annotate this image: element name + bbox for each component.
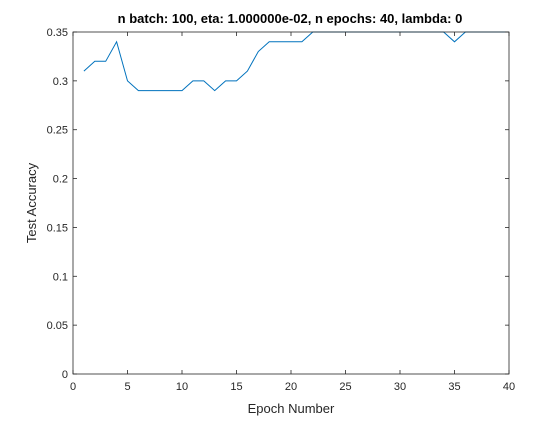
y-tick-label: 0.2 xyxy=(53,174,68,186)
y-tick-label: 0.1 xyxy=(53,271,68,283)
x-tick-label: 25 xyxy=(339,381,351,393)
x-tick-label: 30 xyxy=(394,381,406,393)
x-tick-label: 5 xyxy=(124,381,130,393)
x-tick-label: 40 xyxy=(503,381,515,393)
y-tick-label: 0.25 xyxy=(47,125,68,137)
x-tick-label: 15 xyxy=(230,381,242,393)
x-tick-label: 10 xyxy=(176,381,188,393)
y-tick-label: 0 xyxy=(62,369,68,381)
y-axis-ticks: 0 0.05 0.1 0.15 0.2 0.25 0.3 0.35 xyxy=(47,27,509,381)
x-axis-ticks: 0 5 10 15 20 25 30 35 40 xyxy=(70,32,515,393)
y-tick-label: 0.3 xyxy=(53,76,68,88)
y-axis-label: Test Accuracy xyxy=(24,162,39,243)
y-tick-label: 0.15 xyxy=(47,222,68,234)
x-tick-label: 0 xyxy=(70,381,76,393)
x-tick-label: 20 xyxy=(285,381,297,393)
y-tick-label: 0.35 xyxy=(47,27,68,39)
y-tick-label: 0.05 xyxy=(47,320,68,332)
plot-background xyxy=(73,32,509,374)
x-axis-label: Epoch Number xyxy=(248,401,335,416)
plot-area xyxy=(72,31,510,375)
chart-title: n batch: 100, eta: 1.000000e-02, n epoch… xyxy=(118,11,463,26)
x-tick-label: 35 xyxy=(448,381,460,393)
